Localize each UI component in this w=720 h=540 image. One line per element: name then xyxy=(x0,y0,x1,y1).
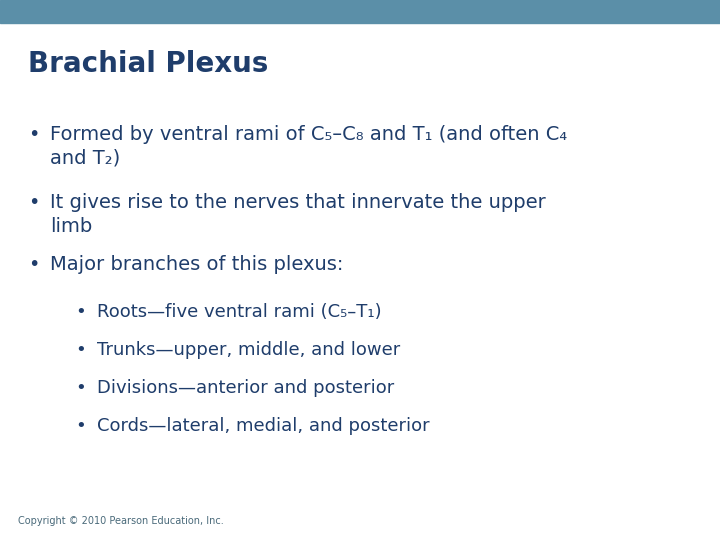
Text: Formed by ventral rami of C₅–C₈ and T₁ (and often C₄
and T₂): Formed by ventral rami of C₅–C₈ and T₁ (… xyxy=(50,125,567,167)
Text: It gives rise to the nerves that innervate the upper
limb: It gives rise to the nerves that innerva… xyxy=(50,193,546,235)
Text: •: • xyxy=(75,417,86,435)
Text: Cords—lateral, medial, and posterior: Cords—lateral, medial, and posterior xyxy=(97,417,430,435)
Text: •: • xyxy=(28,125,40,144)
Text: •: • xyxy=(75,303,86,321)
Text: •: • xyxy=(75,379,86,397)
Text: Roots—five ventral rami (C₅–T₁): Roots—five ventral rami (C₅–T₁) xyxy=(97,303,382,321)
Text: Copyright © 2010 Pearson Education, Inc.: Copyright © 2010 Pearson Education, Inc. xyxy=(18,516,224,526)
Text: Major branches of this plexus:: Major branches of this plexus: xyxy=(50,255,343,274)
Text: Brachial Plexus: Brachial Plexus xyxy=(28,50,269,78)
Bar xyxy=(0,0,720,23)
Text: •: • xyxy=(75,341,86,359)
Text: Divisions—anterior and posterior: Divisions—anterior and posterior xyxy=(97,379,395,397)
Text: •: • xyxy=(28,255,40,274)
Text: Trunks—upper, middle, and lower: Trunks—upper, middle, and lower xyxy=(97,341,400,359)
Text: •: • xyxy=(28,193,40,212)
